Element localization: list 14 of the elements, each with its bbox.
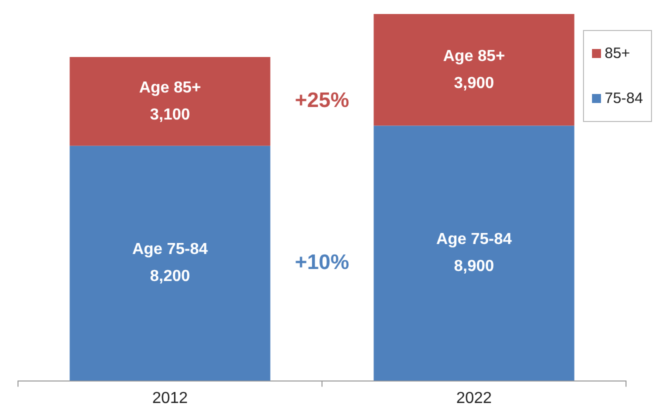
legend-label: 75-84 — [604, 90, 643, 107]
x-tick-label: 2022 — [456, 390, 492, 407]
data-label: Age 75-84 8,900 — [436, 231, 512, 276]
annotation: +25% — [294, 89, 350, 112]
data-label: Age 85+ 3,900 — [443, 48, 505, 92]
bar — [374, 126, 574, 381]
data-label: Age 85+ 3,100 — [139, 79, 201, 124]
x-tick-label: 2012 — [152, 390, 188, 407]
data-label: Age 75-84 8,200 — [132, 241, 208, 286]
bar — [70, 146, 270, 381]
legend-label: 85+ — [604, 45, 630, 62]
annotation: +10% — [294, 251, 350, 274]
bar — [70, 56, 270, 146]
bar — [374, 14, 574, 126]
